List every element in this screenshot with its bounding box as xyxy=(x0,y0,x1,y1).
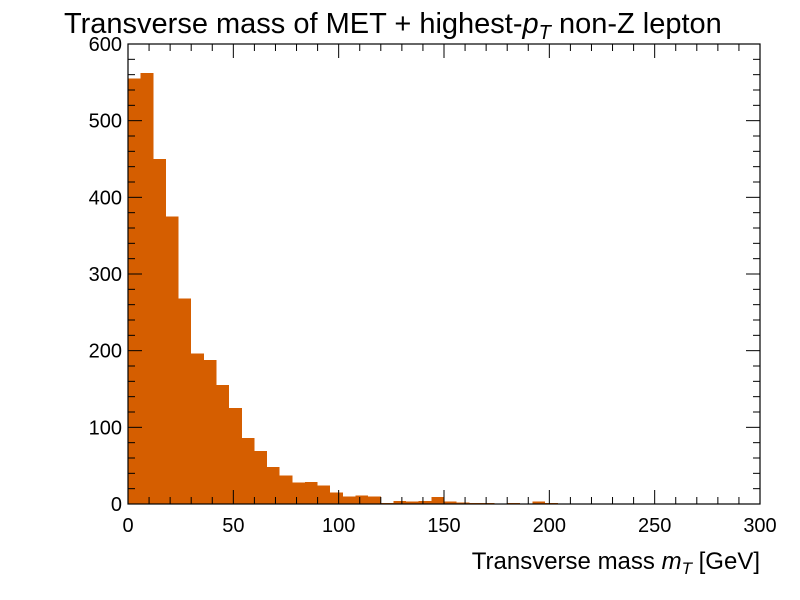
histogram-bar xyxy=(165,216,179,504)
plot-frame xyxy=(127,43,761,505)
histogram-bar xyxy=(153,159,166,504)
histogram-bar xyxy=(241,438,255,504)
histogram-bar xyxy=(431,497,444,504)
y-tick-label: 100 xyxy=(89,417,122,439)
histogram-bar xyxy=(279,475,293,504)
x-tick-label: 250 xyxy=(638,515,671,537)
histogram-bar xyxy=(444,501,457,504)
histogram-bar xyxy=(191,353,204,504)
histogram-bar xyxy=(393,500,407,504)
x-tick-label: 0 xyxy=(122,515,133,537)
histogram-bar xyxy=(140,73,154,504)
histogram-bar xyxy=(128,78,141,504)
histogram-bar xyxy=(355,495,369,504)
histogram-bar xyxy=(304,481,318,504)
x-tick-label: 200 xyxy=(533,515,566,537)
histogram-bar xyxy=(203,359,217,504)
histogram-bar xyxy=(317,485,331,504)
histogram-bar xyxy=(368,496,381,504)
histogram-bar xyxy=(342,496,356,504)
histogram-bar xyxy=(254,451,268,504)
y-tick-label: 0 xyxy=(111,494,122,516)
x-tick-label: 300 xyxy=(743,515,776,537)
histogram-bar xyxy=(330,492,343,504)
histogram-bar xyxy=(418,500,432,504)
y-tick-label: 300 xyxy=(89,264,122,286)
histogram-bar xyxy=(292,482,305,504)
histogram-bar xyxy=(406,501,419,504)
x-tick-label: 150 xyxy=(427,515,460,537)
histogram-bar xyxy=(178,298,192,504)
x-axis-label: Transverse mass mT [GeV] xyxy=(472,548,760,578)
y-tick-label: 400 xyxy=(89,187,122,209)
histogram-bars xyxy=(128,73,558,504)
histogram-bar xyxy=(456,502,470,504)
histogram-bar xyxy=(216,385,230,504)
x-tick-label: 50 xyxy=(222,515,244,537)
chart-title: Transverse mass of MET + highest-pT non-… xyxy=(64,8,722,44)
x-tick-label: 100 xyxy=(322,515,355,537)
x-tick-labels: 0 50 100 150 200 250 300 xyxy=(122,515,776,537)
histogram-bar xyxy=(229,408,242,504)
y-tick-labels: 0 100 200 300 400 500 600 xyxy=(89,34,122,516)
y-tick-label: 500 xyxy=(89,111,122,133)
y-tick-label: 200 xyxy=(89,341,122,363)
y-tick-label: 600 xyxy=(89,34,122,56)
histogram-bar xyxy=(267,467,280,504)
histogram-bar xyxy=(532,501,546,504)
